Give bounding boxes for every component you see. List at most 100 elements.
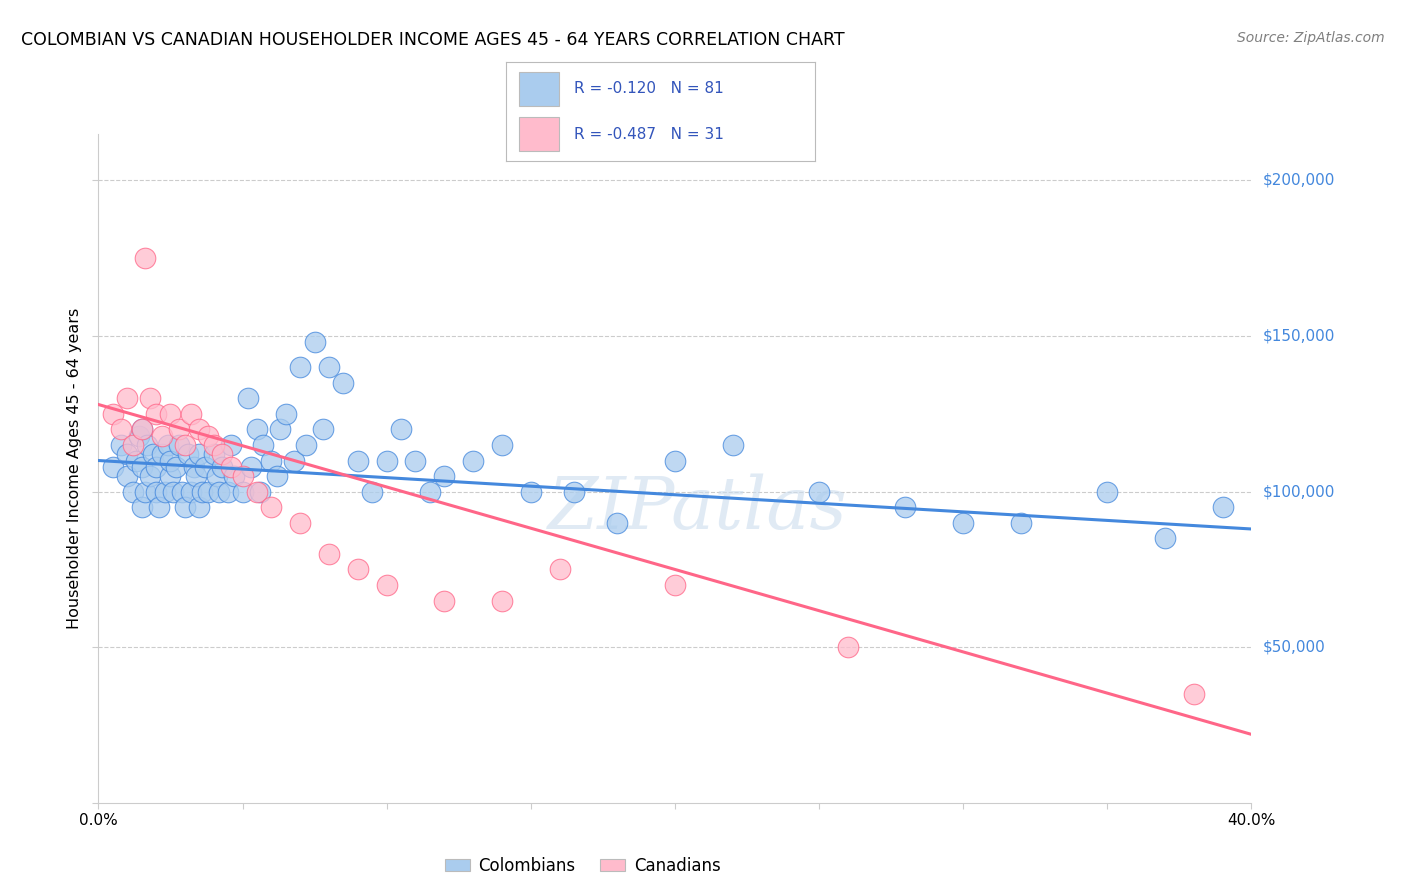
Point — [167, 438, 190, 452]
Point — [186, 469, 208, 483]
Y-axis label: Householder Income Ages 45 - 64 years: Householder Income Ages 45 - 64 years — [66, 308, 82, 629]
Point — [188, 447, 211, 461]
Point — [134, 484, 156, 499]
Point — [389, 422, 412, 436]
Point — [197, 428, 219, 442]
Point — [165, 459, 187, 474]
Point — [191, 484, 214, 499]
Point — [148, 500, 170, 515]
Point — [211, 447, 233, 461]
Point — [894, 500, 917, 515]
Point — [125, 453, 148, 467]
Point — [134, 252, 156, 266]
Point — [117, 392, 138, 406]
Point — [290, 360, 312, 375]
Point — [180, 484, 202, 499]
Point — [101, 459, 124, 474]
Point — [318, 547, 340, 561]
Text: COLOMBIAN VS CANADIAN HOUSEHOLDER INCOME AGES 45 - 64 YEARS CORRELATION CHART: COLOMBIAN VS CANADIAN HOUSEHOLDER INCOME… — [21, 31, 845, 49]
Point — [664, 578, 686, 592]
Point — [1182, 687, 1205, 701]
Point — [170, 484, 193, 499]
Point — [433, 469, 456, 483]
Point — [162, 484, 184, 499]
Point — [246, 484, 269, 499]
Point — [188, 422, 211, 436]
Point — [491, 593, 513, 607]
Point — [252, 438, 274, 452]
Point — [131, 422, 153, 436]
Point — [274, 407, 297, 421]
Point — [202, 438, 225, 452]
Point — [122, 484, 145, 499]
Point — [183, 459, 205, 474]
Point — [145, 459, 167, 474]
Text: R = -0.120   N = 81: R = -0.120 N = 81 — [574, 81, 724, 96]
Point — [664, 453, 686, 467]
Point — [266, 469, 288, 483]
Point — [461, 453, 484, 467]
Point — [807, 484, 830, 499]
Point — [1153, 531, 1175, 545]
Point — [405, 453, 427, 467]
Point — [156, 438, 179, 452]
Point — [318, 360, 340, 375]
Point — [361, 484, 384, 499]
Point — [217, 484, 239, 499]
Point — [332, 376, 354, 390]
Text: $200,000: $200,000 — [1263, 173, 1334, 188]
Point — [312, 422, 335, 436]
Point — [117, 447, 138, 461]
Point — [952, 516, 974, 530]
Point — [269, 422, 291, 436]
Point — [159, 407, 181, 421]
Point — [211, 459, 233, 474]
Text: $50,000: $50,000 — [1263, 640, 1326, 655]
Point — [346, 562, 368, 576]
Point — [202, 447, 225, 461]
Point — [205, 469, 228, 483]
Point — [174, 438, 197, 452]
Point — [131, 459, 153, 474]
Point — [304, 335, 326, 350]
Point — [260, 500, 283, 515]
Point — [1212, 500, 1234, 515]
Point — [145, 484, 167, 499]
Point — [128, 428, 150, 442]
Point — [295, 438, 318, 452]
Text: R = -0.487   N = 31: R = -0.487 N = 31 — [574, 127, 724, 142]
Point — [491, 438, 513, 452]
Point — [375, 578, 398, 592]
Point — [159, 469, 181, 483]
Text: Source: ZipAtlas.com: Source: ZipAtlas.com — [1237, 31, 1385, 45]
Point — [419, 484, 441, 499]
Bar — [519, 118, 558, 151]
Point — [110, 438, 132, 452]
Point — [346, 453, 368, 467]
Text: ZIPatlas: ZIPatlas — [548, 473, 848, 544]
Bar — [519, 72, 558, 105]
Point — [219, 459, 242, 474]
Point — [1010, 516, 1032, 530]
Point — [131, 500, 153, 515]
Point — [174, 500, 197, 515]
Point — [219, 438, 242, 452]
Point — [142, 447, 165, 461]
Point — [375, 453, 398, 467]
Point — [240, 459, 263, 474]
Point — [433, 593, 456, 607]
Point — [562, 484, 585, 499]
Point — [231, 484, 254, 499]
Point — [721, 438, 744, 452]
Point — [110, 422, 132, 436]
Point — [122, 438, 145, 452]
Point — [180, 407, 202, 421]
Point — [520, 484, 543, 499]
Point — [177, 447, 200, 461]
Point — [139, 392, 162, 406]
Point — [153, 484, 176, 499]
Point — [208, 484, 231, 499]
Text: $150,000: $150,000 — [1263, 328, 1334, 343]
Point — [150, 447, 173, 461]
Point — [1097, 484, 1119, 499]
